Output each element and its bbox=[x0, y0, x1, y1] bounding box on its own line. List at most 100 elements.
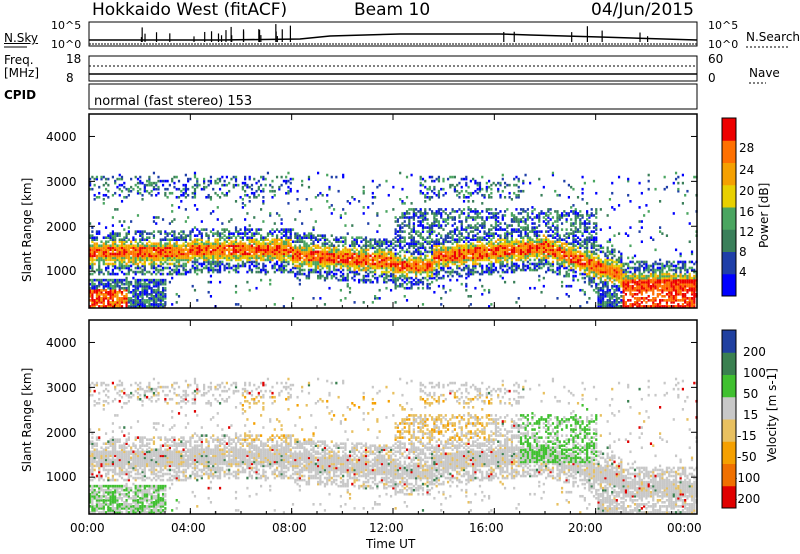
power-cell bbox=[481, 270, 484, 274]
power-cell bbox=[118, 234, 121, 237]
power-cell bbox=[563, 246, 566, 250]
power-cell bbox=[303, 262, 306, 266]
power-cell bbox=[191, 185, 194, 189]
power-cell bbox=[403, 236, 406, 239]
power-cell bbox=[136, 185, 140, 189]
power-cell bbox=[91, 282, 94, 286]
power-cell bbox=[371, 274, 374, 278]
power-cell bbox=[353, 246, 356, 250]
power-cell bbox=[474, 181, 477, 185]
power-cell bbox=[472, 191, 475, 195]
power-cell bbox=[123, 294, 126, 298]
power-cell bbox=[335, 262, 338, 266]
power-cell bbox=[166, 238, 169, 242]
power-cell bbox=[581, 187, 584, 191]
power-cell bbox=[456, 246, 459, 250]
power-cell bbox=[291, 270, 295, 274]
power-cell bbox=[394, 232, 397, 235]
power-cell bbox=[433, 179, 436, 183]
power-cell bbox=[310, 260, 313, 264]
power-cell bbox=[180, 200, 183, 203]
power-cell bbox=[465, 220, 468, 223]
freq-unit: [MHz] bbox=[4, 66, 40, 80]
power-cell bbox=[467, 195, 470, 199]
power-cell bbox=[189, 252, 192, 256]
power-cell bbox=[134, 299, 137, 302]
power-cell bbox=[506, 232, 509, 235]
power-cell bbox=[214, 262, 217, 266]
power-cell bbox=[554, 242, 557, 246]
power-cell bbox=[355, 266, 358, 270]
power-cell bbox=[408, 232, 411, 235]
power-cell bbox=[540, 193, 543, 197]
power-cell bbox=[396, 268, 399, 272]
power-cell bbox=[415, 248, 418, 252]
power-cell bbox=[214, 242, 217, 246]
power-cell bbox=[91, 290, 94, 294]
power-cell bbox=[102, 242, 105, 246]
power-cell bbox=[155, 248, 158, 252]
power-cell bbox=[196, 181, 199, 185]
power-cell bbox=[294, 232, 297, 235]
power-cell bbox=[488, 254, 491, 258]
power-cell bbox=[494, 183, 498, 187]
power-cell bbox=[440, 276, 443, 280]
power-cell bbox=[118, 284, 121, 288]
power-cell bbox=[307, 260, 311, 264]
power-cell bbox=[522, 242, 525, 246]
power-cell bbox=[159, 252, 162, 256]
power-cell bbox=[118, 240, 121, 244]
power-cell bbox=[474, 212, 477, 215]
power-cell bbox=[159, 256, 162, 260]
power-cell bbox=[150, 181, 153, 185]
power-cell bbox=[118, 256, 121, 260]
power-cell bbox=[417, 262, 420, 266]
power-cell bbox=[526, 256, 529, 260]
power-cell bbox=[522, 228, 525, 231]
power-cell bbox=[152, 299, 156, 302]
power-cell bbox=[554, 210, 557, 213]
power-cell bbox=[348, 264, 352, 268]
power-cell bbox=[109, 288, 112, 292]
power-cell bbox=[203, 266, 206, 270]
power-cell bbox=[301, 238, 304, 242]
power-cell bbox=[433, 290, 436, 294]
power-cell bbox=[424, 226, 427, 229]
power-cell bbox=[93, 244, 96, 248]
power-cell bbox=[191, 230, 194, 233]
power-cell bbox=[364, 254, 368, 258]
power-cell bbox=[449, 258, 452, 262]
power-cell bbox=[560, 212, 564, 215]
power-cell bbox=[385, 272, 388, 276]
power-cell bbox=[175, 250, 178, 254]
power-cell bbox=[369, 238, 372, 242]
power-cell bbox=[214, 254, 217, 258]
power-cell bbox=[522, 264, 525, 268]
power-cell bbox=[437, 179, 441, 183]
power-cell bbox=[134, 248, 137, 252]
power-cell bbox=[218, 179, 222, 183]
power-cell bbox=[264, 177, 267, 181]
power-cell bbox=[303, 254, 306, 258]
power-cell bbox=[266, 238, 270, 242]
power-cell bbox=[91, 284, 94, 288]
power-cell bbox=[538, 230, 541, 233]
power-cell bbox=[483, 246, 486, 250]
power-cell bbox=[317, 266, 320, 270]
power-cell bbox=[508, 224, 511, 227]
power-cell bbox=[127, 230, 130, 233]
power-cell bbox=[310, 254, 313, 258]
power-cell bbox=[177, 262, 181, 266]
power-cell bbox=[114, 234, 117, 237]
power-cell bbox=[326, 266, 329, 270]
nsearch-tick-bottom: 10^0 bbox=[708, 38, 739, 51]
power-cell bbox=[296, 240, 299, 244]
power-cell bbox=[223, 238, 226, 242]
power-cell bbox=[171, 246, 174, 250]
power-cell bbox=[551, 254, 555, 258]
power-cell bbox=[143, 189, 146, 193]
xtick-0: 00:00 bbox=[70, 521, 105, 535]
power-cell bbox=[116, 252, 119, 256]
power-cell bbox=[424, 238, 427, 242]
power-cell bbox=[533, 246, 536, 250]
